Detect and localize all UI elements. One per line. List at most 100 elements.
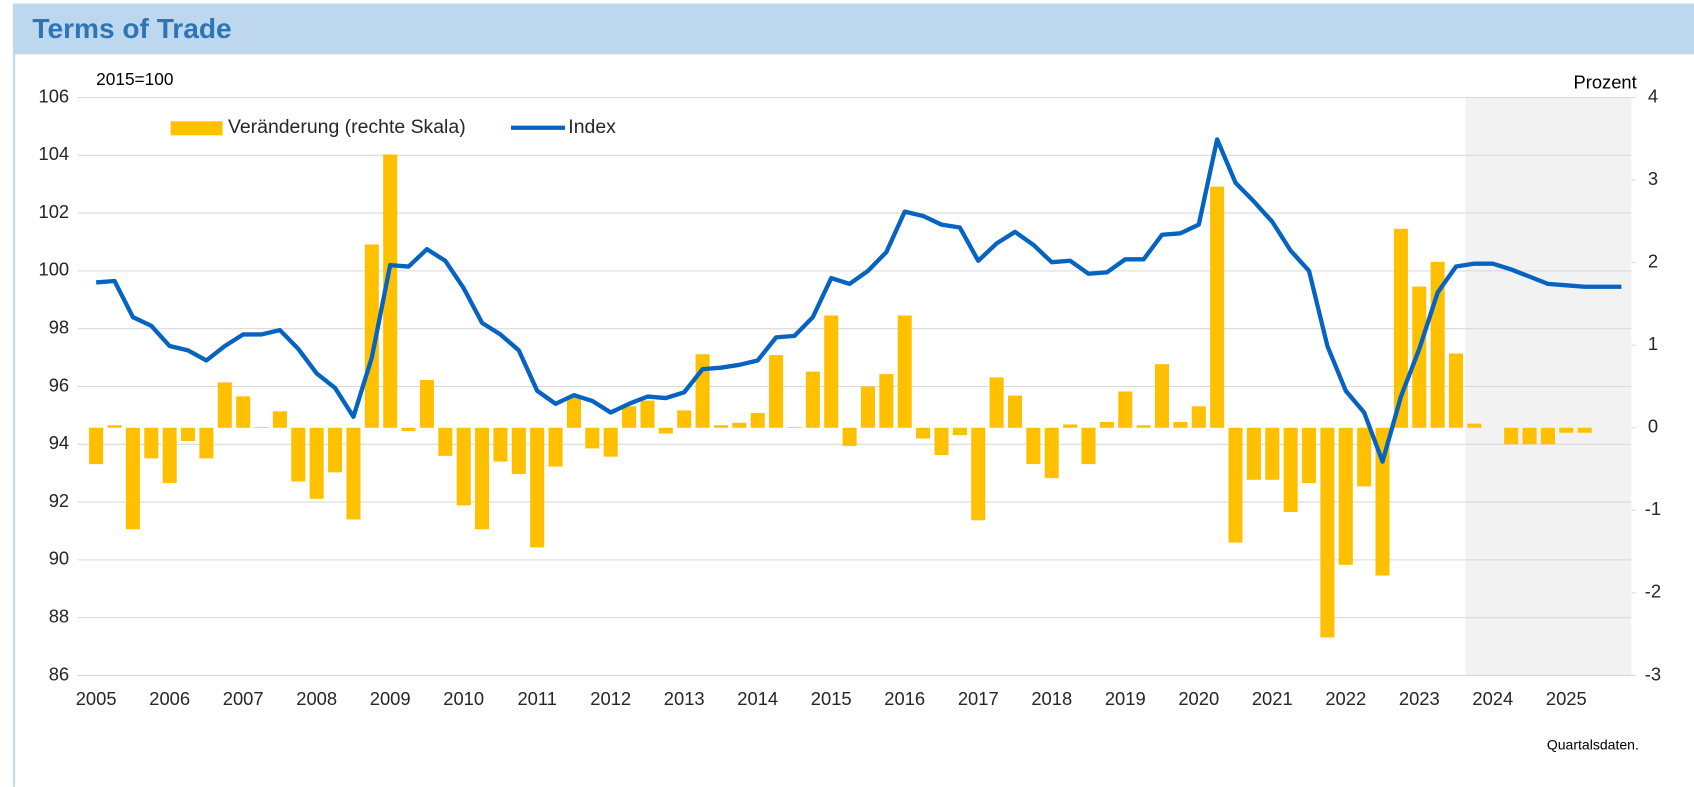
bar bbox=[732, 422, 747, 428]
y2-tick-label: 2 bbox=[1648, 250, 1658, 271]
line bbox=[95, 137, 1622, 464]
bar bbox=[1081, 427, 1096, 465]
bar bbox=[695, 354, 710, 428]
y-tick-label: 100 bbox=[39, 259, 70, 280]
x-tick-label: 2009 bbox=[370, 688, 411, 709]
bar bbox=[144, 427, 159, 459]
bar bbox=[181, 427, 196, 441]
y-axis-label: 2015=100 bbox=[96, 69, 173, 89]
bar bbox=[1504, 427, 1519, 445]
bar bbox=[1577, 427, 1592, 433]
footnote: Quartalsdaten. bbox=[1547, 736, 1639, 752]
y-tick-label: 92 bbox=[49, 490, 69, 511]
bar bbox=[254, 426, 269, 428]
bar bbox=[603, 427, 618, 457]
bar bbox=[824, 315, 839, 428]
header-band bbox=[12, 3, 1694, 55]
bar bbox=[1099, 421, 1114, 428]
bar bbox=[511, 427, 526, 475]
y2-tick-label: 3 bbox=[1648, 168, 1658, 189]
bar bbox=[1173, 421, 1188, 428]
bar bbox=[769, 355, 784, 428]
bar bbox=[1320, 427, 1335, 638]
bar bbox=[805, 371, 820, 428]
y2-tick-label: 0 bbox=[1648, 416, 1658, 437]
bar bbox=[107, 425, 122, 428]
bar bbox=[125, 427, 140, 530]
x-tick-label: 2007 bbox=[223, 688, 264, 709]
bar bbox=[1007, 395, 1023, 428]
bar bbox=[1136, 425, 1151, 428]
bar bbox=[438, 427, 453, 456]
bar bbox=[1338, 427, 1353, 565]
bar bbox=[842, 427, 857, 446]
y-tick-label: 90 bbox=[49, 548, 69, 569]
bar bbox=[677, 410, 692, 428]
x-tick-label: 2005 bbox=[76, 688, 117, 709]
bar bbox=[566, 397, 581, 428]
y-tick-label: 88 bbox=[49, 606, 69, 627]
bar bbox=[346, 427, 361, 520]
bar bbox=[475, 427, 490, 530]
bar bbox=[1228, 427, 1243, 543]
y-tick-label: 106 bbox=[39, 85, 70, 106]
bar bbox=[383, 154, 398, 428]
bar bbox=[401, 427, 416, 432]
bar bbox=[585, 427, 600, 449]
bar bbox=[1559, 427, 1574, 433]
bar bbox=[456, 427, 471, 506]
y2-tick-label: -2 bbox=[1645, 581, 1661, 602]
legend-label: Veränderung (rechte Skala) bbox=[228, 116, 466, 138]
bar bbox=[1246, 427, 1261, 480]
legend-swatch bbox=[170, 121, 223, 136]
bar bbox=[1044, 427, 1059, 479]
bar bbox=[1375, 427, 1390, 576]
bar bbox=[1063, 424, 1078, 428]
x-tick-label: 2006 bbox=[149, 688, 190, 709]
bar bbox=[419, 379, 434, 428]
bar bbox=[879, 374, 894, 428]
bar bbox=[530, 427, 545, 548]
y2-tick-label: 4 bbox=[1648, 85, 1658, 106]
bar bbox=[897, 315, 912, 428]
x-tick-label: 2024 bbox=[1472, 688, 1513, 709]
x-tick-label: 2018 bbox=[1031, 688, 1072, 709]
x-tick-label: 2022 bbox=[1325, 688, 1366, 709]
bar bbox=[1467, 423, 1482, 428]
bar bbox=[1522, 427, 1537, 445]
y2-axis-label: Prozent bbox=[1573, 71, 1636, 92]
bar bbox=[640, 400, 655, 428]
bar bbox=[89, 427, 104, 465]
y-tick-label: 98 bbox=[49, 317, 69, 338]
y2-tick-label: -1 bbox=[1645, 498, 1661, 519]
x-tick-label: 2011 bbox=[517, 688, 556, 709]
bar bbox=[1265, 427, 1280, 480]
bar bbox=[199, 427, 214, 459]
bar bbox=[860, 386, 876, 428]
bar bbox=[236, 396, 251, 428]
bar bbox=[1026, 427, 1041, 465]
bar bbox=[1412, 286, 1427, 428]
bar bbox=[1210, 186, 1225, 428]
x-tick-label: 2008 bbox=[296, 688, 337, 709]
x-tick-label: 2013 bbox=[664, 688, 705, 709]
bar bbox=[934, 427, 949, 456]
x-tick-label: 2017 bbox=[958, 688, 999, 709]
bar bbox=[1118, 391, 1133, 428]
bar bbox=[1302, 427, 1317, 484]
bar bbox=[1449, 353, 1464, 428]
y-tick-label: 102 bbox=[39, 201, 70, 222]
x-tick-label: 2021 bbox=[1252, 688, 1293, 709]
bar bbox=[548, 427, 563, 467]
y-tick-label: 104 bbox=[39, 143, 70, 164]
x-tick-label: 2016 bbox=[884, 688, 925, 709]
bar bbox=[787, 426, 802, 428]
x-tick-label: 2014 bbox=[737, 688, 778, 709]
y-tick-label: 96 bbox=[49, 374, 69, 395]
x-tick-label: 2010 bbox=[443, 688, 484, 709]
x-tick-label: 2025 bbox=[1546, 688, 1587, 709]
bar bbox=[1283, 427, 1298, 512]
bar bbox=[364, 244, 379, 428]
bar bbox=[291, 427, 306, 482]
